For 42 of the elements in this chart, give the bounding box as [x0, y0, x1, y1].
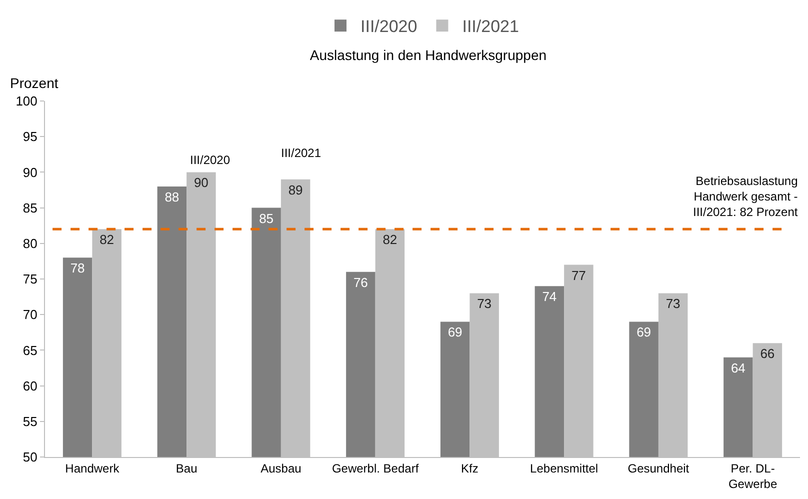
- data-label: 66: [760, 346, 775, 362]
- y-tick-label: 100: [16, 94, 38, 109]
- x-tick-label: Kfz: [461, 461, 478, 476]
- data-label: 73: [666, 296, 680, 312]
- data-label: 73: [477, 296, 492, 312]
- x-tick-label: Handwerk: [65, 461, 120, 476]
- chart-title: Auslastung in den Handwerksgruppen: [310, 47, 547, 63]
- data-label: 69: [448, 324, 462, 340]
- data-label: 74: [542, 289, 557, 304]
- y-tick-label: 95: [22, 129, 38, 144]
- data-label: 69: [636, 324, 652, 340]
- y-tick-label: 60: [22, 378, 38, 394]
- y-tick-label: 90: [22, 164, 38, 180]
- ref-line-label: Betriebsauslastung Handwerk gesamt - III/2021: 82 Prozent: [693, 174, 798, 220]
- x-tick-label: Gewerbl. Bedarf: [332, 461, 420, 476]
- data-label: 82: [100, 232, 114, 248]
- x-tick-label: Bau: [176, 461, 198, 476]
- legend-label: III/2020: [360, 17, 418, 36]
- y-tick-label: 80: [22, 236, 38, 251]
- data-label: 64: [730, 360, 746, 376]
- data-label: 76: [353, 274, 368, 290]
- data-label: 78: [70, 260, 85, 276]
- annotation: III/2021: [281, 146, 322, 160]
- y-tick-label: 75: [22, 272, 38, 287]
- y-tick-label: 55: [22, 414, 38, 429]
- data-label: 85: [259, 210, 274, 226]
- x-tick-label: Per. DL-Gewerbe: [728, 461, 778, 491]
- data-label: 77: [571, 268, 586, 283]
- annotation: III/2020: [190, 153, 230, 167]
- data-label: 82: [382, 232, 398, 248]
- legend-label: III/2021: [462, 17, 519, 36]
- data-label: 88: [164, 189, 180, 204]
- x-tick-label: Ausbau: [260, 461, 302, 476]
- y-axis-title: Prozent: [10, 75, 58, 91]
- y-tick-label: 85: [22, 200, 38, 216]
- x-tick-label: Lebensmittel: [530, 461, 598, 476]
- y-tick-label: 50: [22, 450, 38, 465]
- data-label: 90: [194, 175, 208, 190]
- x-tick-label: Gesundheit: [628, 461, 690, 476]
- data-label: 89: [288, 182, 303, 198]
- y-tick-label: 65: [22, 342, 38, 358]
- y-tick-label: 70: [22, 307, 38, 322]
